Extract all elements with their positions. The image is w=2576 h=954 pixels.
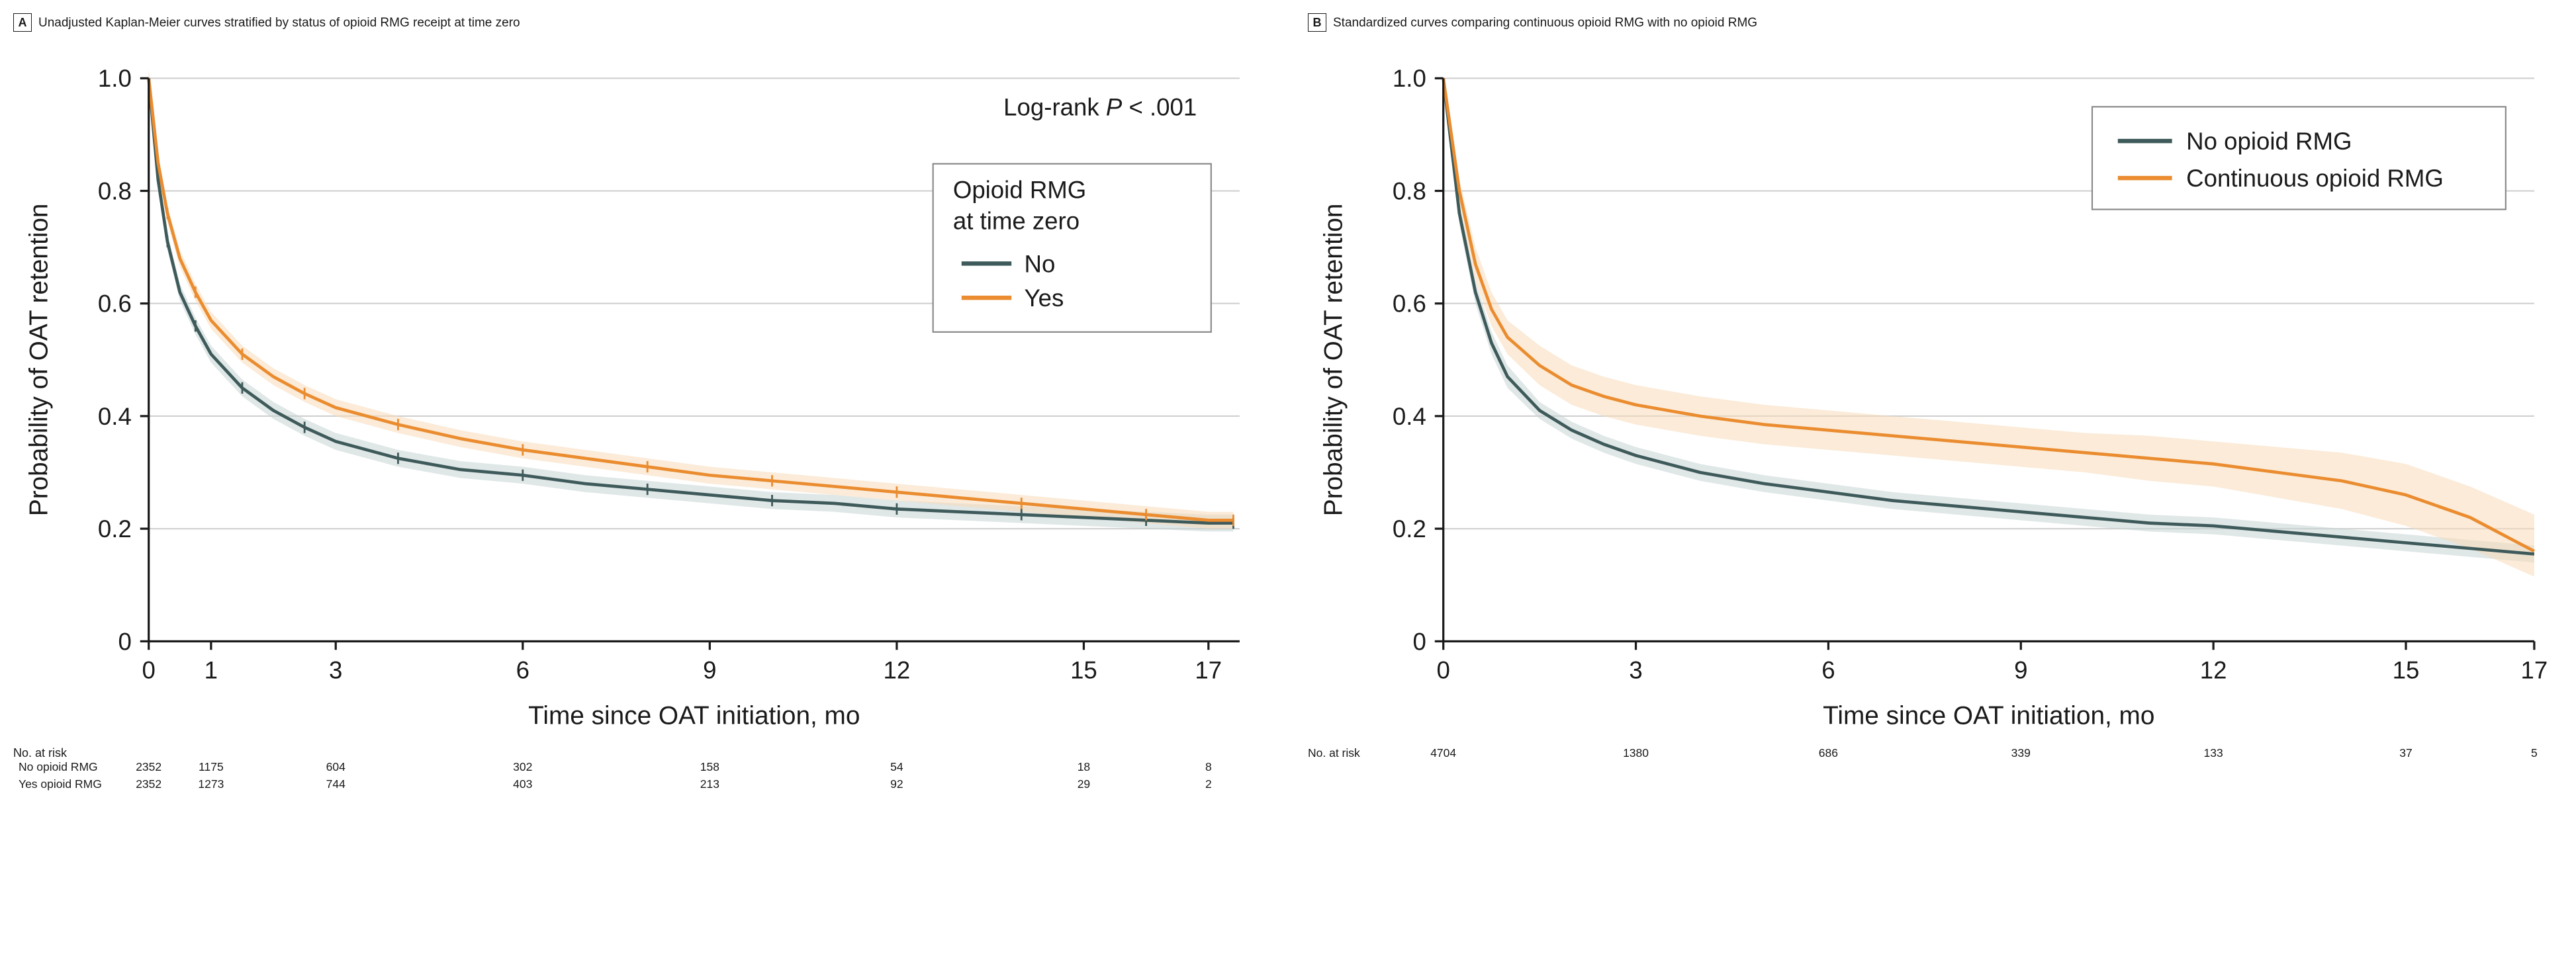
panel-b-risk-table: No. at risk 4704 1380 686 339 133 37 5 — [1308, 746, 2563, 766]
panel-a-risk-label: No. at risk — [13, 746, 1268, 760]
svg-text:3: 3 — [329, 656, 342, 683]
svg-text:0.2: 0.2 — [1393, 515, 1426, 542]
panel-b-chart: 0 0.2 0.4 0.6 0.8 1.0 0 3 6 9 12 15 17 Time since OAT… — [1308, 57, 2563, 741]
svg-text:No opioid RMG: No opioid RMG — [2186, 128, 2352, 155]
svg-text:9: 9 — [2014, 656, 2027, 683]
risk-cell: 1380 — [1623, 746, 1649, 760]
panel-a-chart: 0 0.2 0.4 0.6 0.8 1.0 0 1 3 6 9 12 15 17 Time since OA… — [13, 57, 1268, 741]
risk-cell: 339 — [2011, 746, 2031, 760]
risk-cell: 302 — [513, 760, 532, 774]
risk-cell: 133 — [2204, 746, 2223, 760]
risk-label: No. at risk — [1308, 746, 1360, 760]
svg-text:1: 1 — [205, 656, 218, 683]
svg-text:0.8: 0.8 — [1393, 177, 1426, 204]
svg-text:3: 3 — [1629, 656, 1642, 683]
panel-b-header: B Standardized curves comparing continuo… — [1308, 13, 2563, 52]
risk-row-label: Yes opioid RMG — [19, 777, 102, 791]
risk-cell: 604 — [326, 760, 345, 774]
svg-text:0.4: 0.4 — [1393, 403, 1426, 430]
figure-container: A Unadjusted Kaplan-Meier curves stratif… — [13, 13, 2563, 795]
svg-text:1.0: 1.0 — [1393, 65, 1426, 92]
panel-a-title: Unadjusted Kaplan-Meier curves stratifie… — [38, 13, 520, 32]
risk-cell: 213 — [700, 777, 719, 791]
risk-cell: 2 — [1205, 777, 1212, 791]
svg-text:0.6: 0.6 — [1393, 290, 1426, 318]
svg-text:Time since OAT initiation, mo: Time since OAT initiation, mo — [528, 701, 860, 730]
svg-text:12: 12 — [2200, 656, 2227, 683]
svg-text:Opioid RMG: Opioid RMG — [953, 176, 1086, 203]
risk-cell: 1175 — [199, 760, 224, 774]
panel-a-header: A Unadjusted Kaplan-Meier curves stratif… — [13, 13, 1268, 52]
svg-text:Probability of OAT retention: Probability of OAT retention — [1320, 204, 1348, 517]
risk-row-label: No opioid RMG — [19, 760, 98, 774]
svg-text:0: 0 — [1437, 656, 1450, 683]
svg-text:0.4: 0.4 — [98, 403, 132, 430]
risk-cell: 1273 — [198, 777, 224, 791]
svg-text:Time since OAT initiation, mo: Time since OAT initiation, mo — [1823, 701, 2154, 730]
svg-text:17: 17 — [1195, 656, 1222, 683]
panel-b-title: Standardized curves comparing continuous… — [1333, 13, 1757, 32]
risk-cell: 37 — [2399, 746, 2412, 760]
panel-b-letter: B — [1308, 13, 1326, 32]
svg-text:0.6: 0.6 — [98, 290, 132, 318]
svg-text:15: 15 — [1070, 656, 1097, 683]
risk-cell: 5 — [2531, 746, 2538, 760]
risk-cell: 744 — [326, 777, 345, 791]
svg-text:Probability of OAT retention: Probability of OAT retention — [25, 204, 54, 517]
svg-text:0: 0 — [142, 656, 156, 683]
risk-cell: 92 — [890, 777, 903, 791]
svg-text:15: 15 — [2393, 656, 2420, 683]
svg-text:Continuous opioid RMG: Continuous opioid RMG — [2186, 165, 2444, 192]
svg-text:0: 0 — [1412, 628, 1426, 655]
svg-text:No: No — [1025, 250, 1056, 277]
panel-b: B Standardized curves comparing continuo… — [1308, 13, 2563, 795]
svg-text:17: 17 — [2521, 656, 2548, 683]
risk-cell: 686 — [1819, 746, 1838, 760]
risk-cell: 2352 — [136, 760, 161, 774]
svg-text:0: 0 — [118, 628, 131, 655]
risk-cell: 2352 — [136, 777, 161, 791]
panel-a-letter: A — [13, 13, 32, 32]
svg-text:Yes: Yes — [1025, 284, 1064, 312]
svg-text:0.8: 0.8 — [98, 177, 132, 204]
svg-text:1.0: 1.0 — [98, 65, 132, 92]
risk-cell: 29 — [1078, 777, 1090, 791]
risk-cell: 8 — [1205, 760, 1212, 774]
risk-cell: 403 — [513, 777, 532, 791]
panel-a-risk-table: No opioid RMG 2352 1175 604 302 158 54 18 8 Yes o… — [13, 760, 1268, 795]
risk-cell: 54 — [890, 760, 903, 774]
svg-text:12: 12 — [884, 656, 911, 683]
svg-text:0.2: 0.2 — [98, 515, 132, 542]
svg-text:at time zero: at time zero — [953, 208, 1080, 235]
risk-cell: 18 — [1078, 760, 1090, 774]
panel-a: A Unadjusted Kaplan-Meier curves stratif… — [13, 13, 1268, 795]
svg-text:6: 6 — [1821, 656, 1835, 683]
svg-text:Log-rank P < .001: Log-rank P < .001 — [1003, 93, 1197, 120]
risk-cell: 158 — [700, 760, 719, 774]
risk-cell: 4704 — [1430, 746, 1456, 760]
svg-text:6: 6 — [516, 656, 529, 683]
svg-text:9: 9 — [703, 656, 716, 683]
